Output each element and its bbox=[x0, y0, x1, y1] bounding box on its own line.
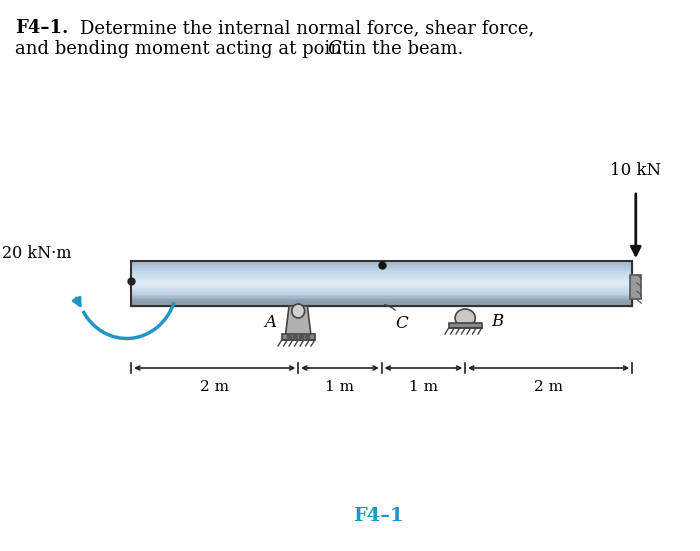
Text: in the beam.: in the beam. bbox=[343, 40, 463, 58]
Text: 2 m: 2 m bbox=[534, 380, 563, 394]
Text: F4–1.: F4–1. bbox=[15, 19, 69, 37]
Text: and bending moment acting at point: and bending moment acting at point bbox=[15, 40, 356, 58]
Bar bbox=[630, 274, 641, 299]
Polygon shape bbox=[286, 306, 311, 336]
Ellipse shape bbox=[455, 309, 475, 327]
Text: A: A bbox=[265, 314, 277, 331]
Bar bbox=[449, 323, 482, 328]
Bar bbox=[132, 261, 632, 306]
Text: 1 m: 1 m bbox=[326, 380, 354, 394]
Text: 2 m: 2 m bbox=[200, 380, 229, 394]
Text: C: C bbox=[328, 40, 342, 58]
Bar bbox=[281, 334, 315, 340]
Text: 10 kN: 10 kN bbox=[610, 162, 662, 179]
Circle shape bbox=[292, 304, 304, 318]
Text: 20 kN·m: 20 kN·m bbox=[2, 245, 71, 262]
Text: Determine the internal normal force, shear force,: Determine the internal normal force, she… bbox=[80, 19, 535, 37]
Text: F4–1: F4–1 bbox=[354, 507, 404, 525]
Text: 1 m: 1 m bbox=[409, 380, 438, 394]
Text: B: B bbox=[491, 312, 503, 329]
Text: C: C bbox=[384, 305, 408, 332]
